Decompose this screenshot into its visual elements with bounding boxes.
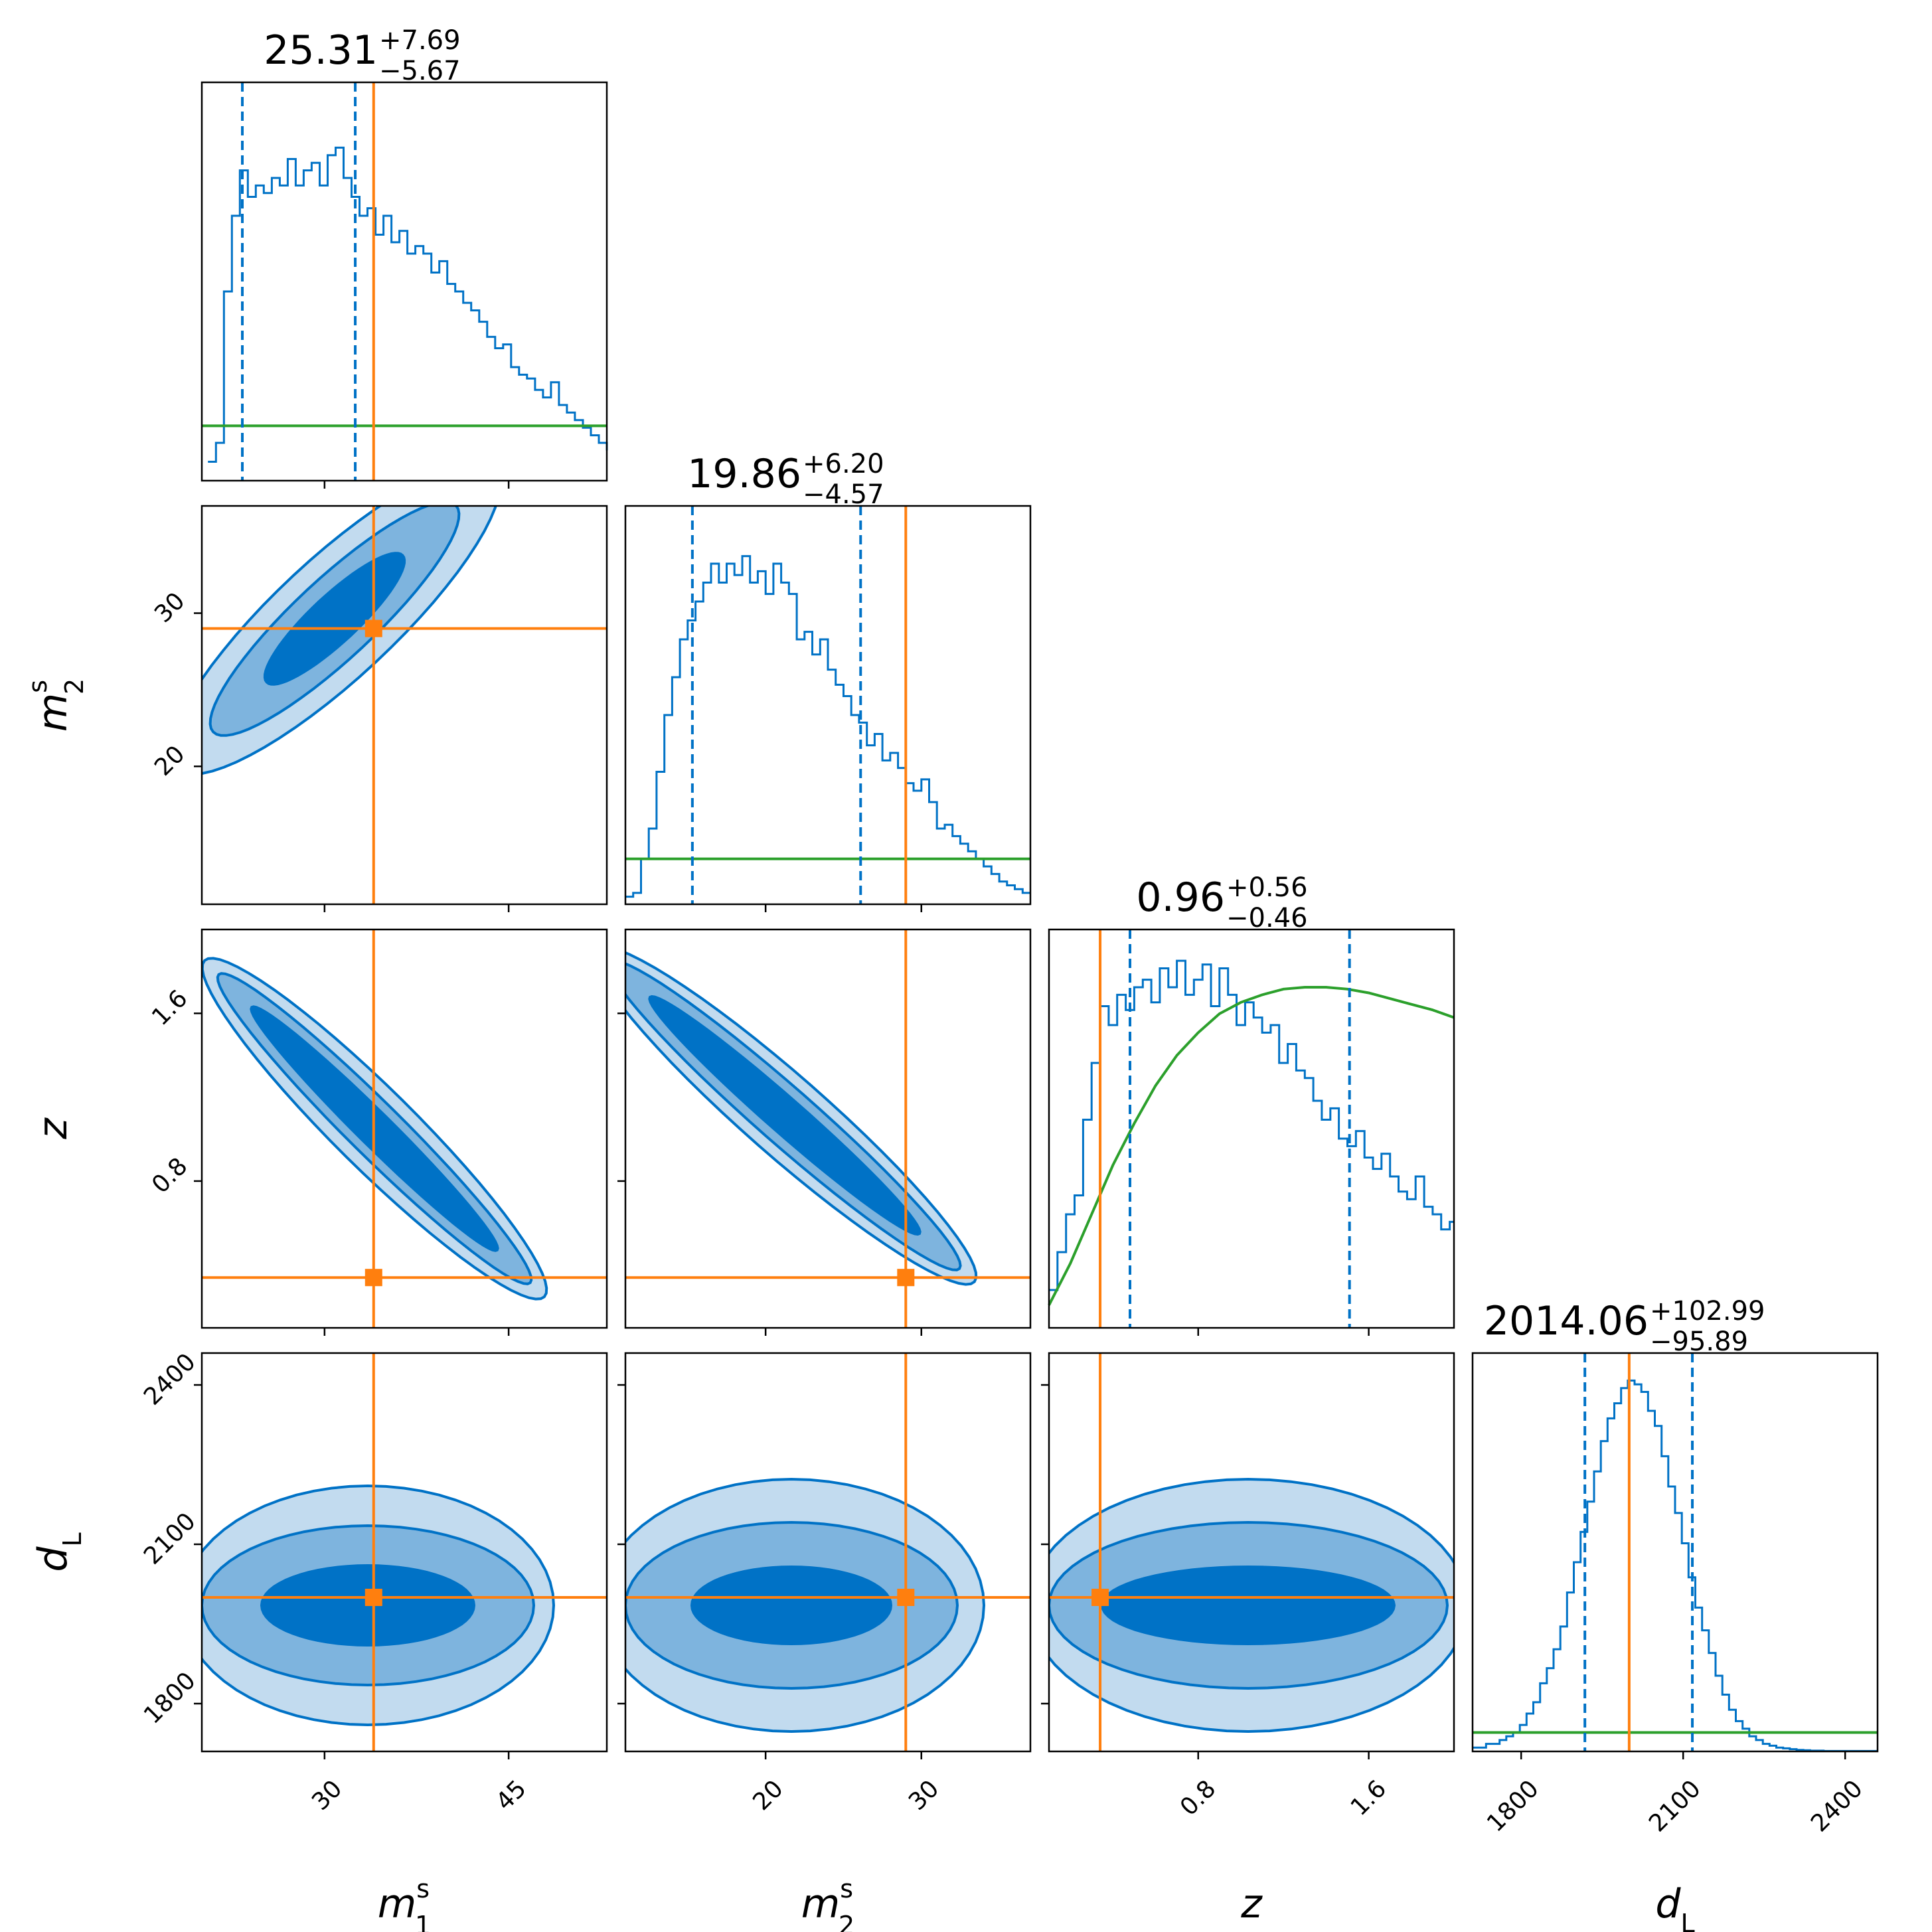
histogram-dL — [1473, 1379, 1878, 1752]
panel-title-minus-dL: −95.89 — [1650, 1327, 1748, 1357]
x-tick-label-dL: 2400 — [1806, 1775, 1868, 1838]
panel-frame — [1048, 928, 1455, 1329]
axis-label-sup: s — [23, 680, 52, 693]
y-axis-label-m2: ms 2 — [23, 679, 89, 732]
contour-level-3 — [648, 995, 922, 1236]
truth-marker — [364, 619, 382, 637]
x-axis-label-z: z — [1240, 1881, 1263, 1927]
histogram-m1 — [208, 146, 608, 463]
panel-title-plus-m2: +6.20 — [803, 449, 884, 479]
contour-panel-m1-dL — [201, 1352, 608, 1753]
contour-levels — [625, 1353, 1030, 1751]
prior-curve-z — [1048, 986, 1455, 1306]
panel-title-plus-z: +0.56 — [1226, 872, 1308, 903]
x-tick-label-dL: 2100 — [1644, 1775, 1706, 1838]
panel-title-minus-m1: −5.67 — [379, 56, 461, 86]
panel-frame — [201, 81, 608, 482]
y-tick-label-m2: 30 — [149, 588, 190, 628]
truth-marker — [1091, 1589, 1109, 1606]
panel-frame — [624, 928, 1032, 1329]
panel-frame — [201, 1352, 608, 1753]
contour-level-3 — [1100, 1565, 1396, 1646]
panel-frame — [1048, 1352, 1455, 1753]
panel-frame — [624, 1352, 1032, 1753]
x-tick-label-m2: 30 — [904, 1775, 944, 1816]
truth-marker — [364, 1269, 382, 1287]
contour-levels — [625, 929, 1030, 1328]
y-axis-label-dL: dL — [30, 1532, 87, 1571]
axis-label-sub: 2 — [839, 1911, 854, 1932]
axis-label-sup: s — [840, 1874, 853, 1903]
axis-label-sup: s — [416, 1874, 430, 1903]
x-tick-label-m2: 20 — [748, 1775, 788, 1816]
panel-frame — [201, 928, 608, 1329]
x-tick-label-z: 1.6 — [1346, 1775, 1392, 1821]
contour-panel-m2-z — [624, 928, 1032, 1329]
axis-label-sub: L — [58, 1532, 87, 1546]
histogram-panel-m1: 25.31 +7.69−5.67 — [201, 25, 608, 482]
x-tick-label-dL: 1800 — [1482, 1775, 1544, 1838]
truth-marker — [897, 1269, 915, 1287]
panel-frame — [624, 505, 1032, 906]
panel-title-median-z: 0.96 — [1136, 874, 1225, 921]
histogram-panel-z: 0.96 +0.56−0.46 — [1048, 872, 1455, 1329]
panel-title-minus-z: −0.46 — [1226, 903, 1308, 933]
contour-panel-z-dL — [1048, 1352, 1455, 1753]
truth-marker — [897, 1589, 915, 1606]
y-tick-label-dL: 2400 — [139, 1348, 201, 1411]
y-tick-label-dL: 2100 — [139, 1508, 201, 1570]
panel-title-median-m1: 25.31 — [264, 27, 378, 74]
truth-marker — [364, 1589, 382, 1606]
axis-label-sub: 1 — [415, 1911, 431, 1932]
y-tick-label-m2: 20 — [149, 740, 190, 781]
x-axis-label-m1: ms 1 — [378, 1874, 431, 1932]
contour-panel-m1-m2 — [201, 505, 608, 906]
x-tick-label-m1: 45 — [491, 1775, 531, 1816]
histogram-z — [1049, 959, 1454, 1291]
panel-frame — [1471, 1352, 1879, 1753]
contour-levels — [1049, 1353, 1454, 1751]
contour-panel-m1-z — [201, 928, 608, 1329]
panel-title-plus-dL: +102.99 — [1650, 1296, 1765, 1327]
x-axis-label-m2: ms 2 — [801, 1874, 854, 1932]
contour-levels — [202, 1353, 607, 1751]
y-axis-label-z: z — [30, 1117, 76, 1140]
panel-frame — [201, 505, 608, 906]
x-axis-label-dL: dL — [1655, 1881, 1694, 1932]
x-tick-label-m1: 30 — [307, 1775, 347, 1816]
panel-title-minus-m2: −4.57 — [803, 479, 884, 510]
contour-level-3 — [690, 1565, 893, 1646]
contour-levels — [202, 506, 607, 904]
contour-panel-m2-dL — [624, 1352, 1032, 1753]
histogram-panel-dL: 2014.06 +102.99−95.89 — [1471, 1296, 1879, 1753]
y-tick-label-z: 0.8 — [147, 1153, 193, 1198]
histogram-panel-m2: 19.86 +6.20−4.57 — [624, 449, 1032, 906]
y-tick-label-z: 1.6 — [147, 985, 193, 1030]
axis-label-sub: L — [1680, 1909, 1694, 1932]
contour-level-3 — [263, 552, 406, 686]
x-tick-label-z: 0.8 — [1175, 1775, 1221, 1821]
axis-label-sub: 2 — [60, 679, 89, 694]
histogram-m2 — [625, 555, 1030, 898]
panel-title-median-dL: 2014.06 — [1484, 1298, 1649, 1344]
contour-levels — [202, 929, 607, 1328]
panel-title-plus-m1: +7.69 — [379, 25, 461, 56]
y-tick-label-dL: 1800 — [139, 1667, 201, 1730]
panel-title-median-m2: 19.86 — [687, 451, 801, 497]
